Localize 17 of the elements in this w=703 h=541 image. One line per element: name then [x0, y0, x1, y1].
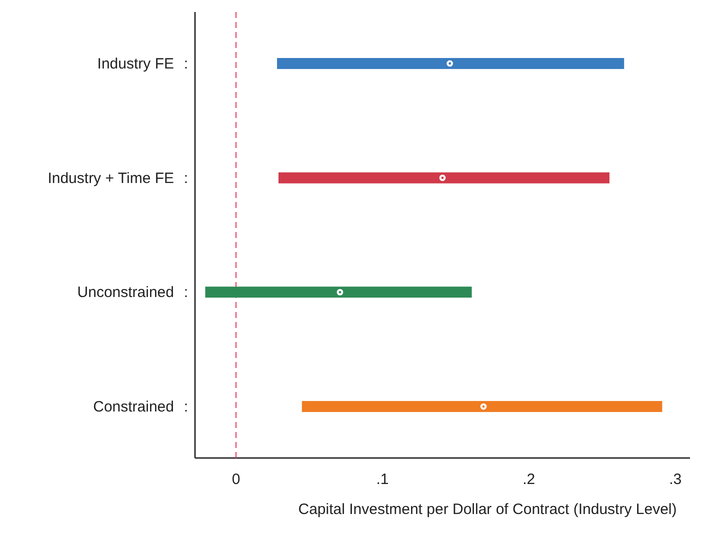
x-tick-label: .2	[522, 471, 536, 488]
x-tick-label: .1	[376, 471, 389, 488]
y-tick-label: Industry + Time FE	[48, 170, 174, 187]
text: :	[184, 170, 188, 187]
text: :	[184, 284, 188, 302]
x-tick-label: .3	[669, 471, 682, 488]
point	[446, 60, 454, 67]
x-tick-label: 0	[232, 471, 240, 488]
x-axis-title: Capital Investment per Dollar of Contract (Industry Level)	[298, 501, 677, 518]
y-tick-label: Unconstrained	[77, 284, 174, 302]
text: :	[184, 398, 188, 416]
point	[336, 288, 344, 296]
point	[480, 403, 487, 410]
point	[439, 174, 446, 182]
y-tick-label: Constrained	[93, 398, 174, 416]
text: :	[184, 55, 188, 72]
y-tick-label: Industry FE	[97, 55, 174, 72]
